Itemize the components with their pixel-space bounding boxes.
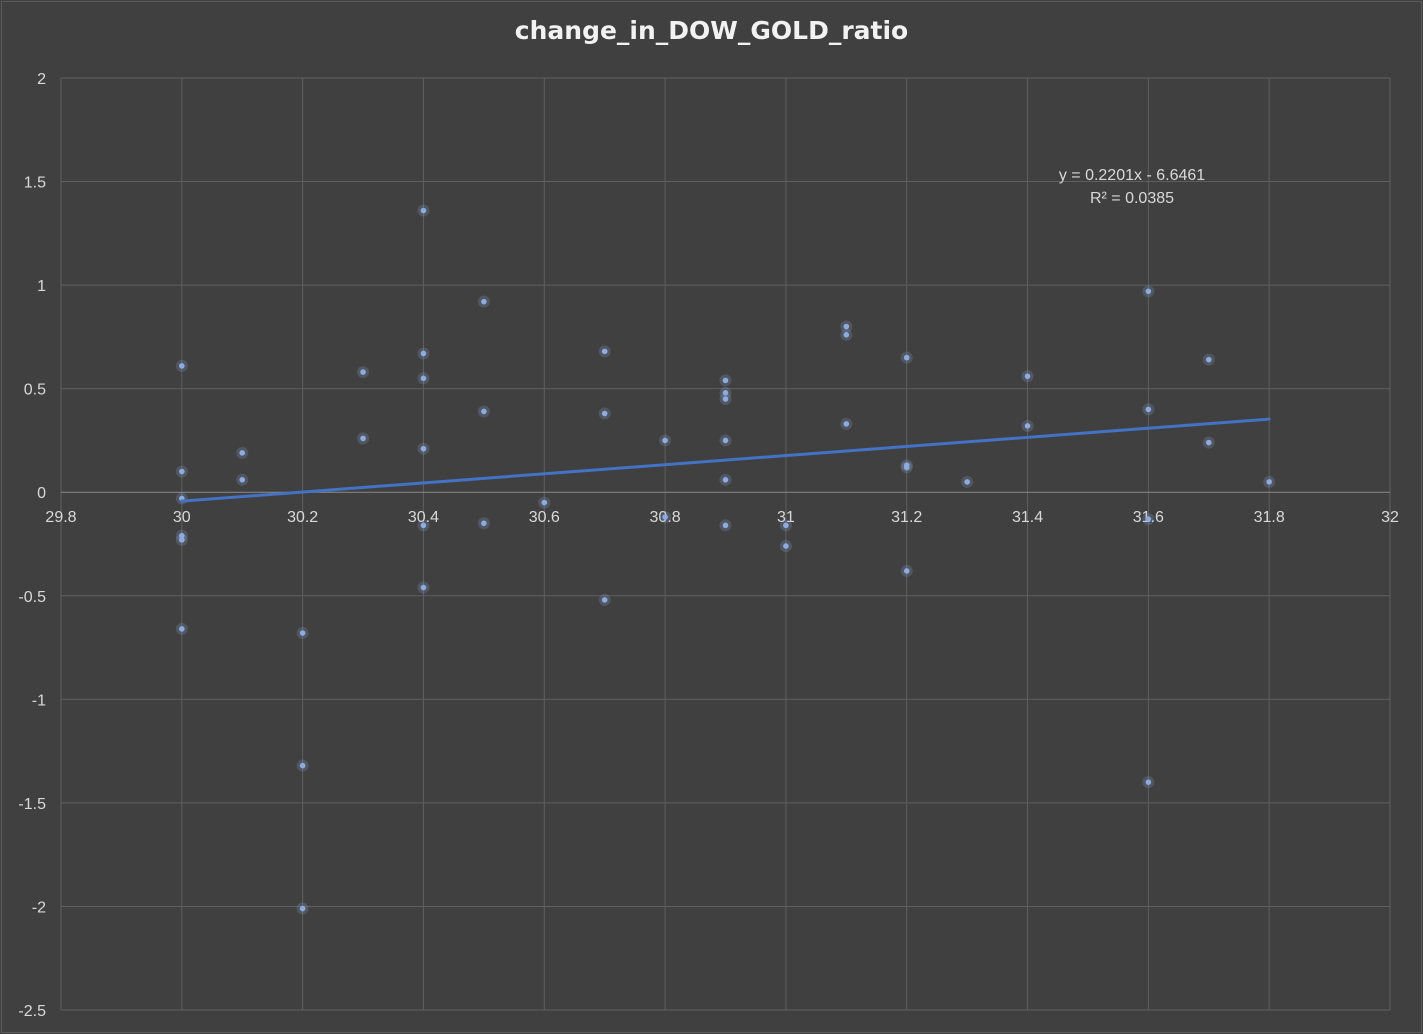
y-tick-label: -2 xyxy=(32,899,46,916)
x-tick-label: 30.6 xyxy=(529,509,560,526)
trendline-group xyxy=(180,417,1271,503)
data-point xyxy=(179,363,185,369)
trendline-r-squared: R² = 0.0385 xyxy=(1090,190,1174,207)
data-point xyxy=(1145,288,1152,295)
data-point xyxy=(420,375,427,382)
data-point xyxy=(420,207,427,214)
data-point xyxy=(239,450,246,456)
y-tick-label: -2.5 xyxy=(18,1003,46,1020)
data-point xyxy=(843,421,850,427)
data-point xyxy=(1024,373,1031,380)
data-point xyxy=(1145,516,1152,522)
y-tick-label: 1.5 xyxy=(24,175,46,192)
x-tick-label: 30.4 xyxy=(408,509,439,526)
y-tick-label: 0.5 xyxy=(24,382,46,399)
data-point xyxy=(299,630,306,636)
x-tick-label: 31.4 xyxy=(1012,509,1043,526)
data-point xyxy=(360,435,366,442)
data-point xyxy=(299,905,306,912)
data-point xyxy=(420,522,427,529)
data-point xyxy=(601,348,608,355)
data-point xyxy=(722,390,729,396)
data-point xyxy=(481,298,487,305)
data-point xyxy=(601,597,608,603)
y-tick-label: 1 xyxy=(37,278,46,295)
data-point xyxy=(903,354,910,361)
data-point xyxy=(179,468,185,475)
x-tick-label: 31.8 xyxy=(1254,509,1285,526)
trendline xyxy=(180,417,1271,503)
data-point xyxy=(662,437,668,444)
gridlines xyxy=(60,77,1391,1011)
data-point xyxy=(662,514,668,520)
data-point xyxy=(722,437,729,444)
data-points xyxy=(175,204,1276,915)
data-point xyxy=(420,445,427,452)
data-point xyxy=(179,532,185,539)
data-point xyxy=(179,537,185,543)
data-point xyxy=(783,522,789,529)
data-point xyxy=(481,408,487,415)
y-tick-label: -1 xyxy=(32,692,46,709)
y-tick-label: 0 xyxy=(37,485,46,502)
data-point xyxy=(601,410,608,417)
data-point xyxy=(843,332,850,338)
data-point xyxy=(1266,479,1272,485)
x-tick-label: 30 xyxy=(173,509,191,526)
data-point xyxy=(783,543,789,549)
data-point xyxy=(964,479,970,485)
x-tick-label: 29.8 xyxy=(45,509,76,526)
data-point xyxy=(903,464,910,471)
x-tick-label: 32 xyxy=(1381,509,1399,526)
y-tick-label: -0.5 xyxy=(18,589,46,606)
data-point xyxy=(722,476,729,483)
data-point xyxy=(1205,356,1212,363)
y-tick-label: 2 xyxy=(37,71,46,88)
data-point xyxy=(299,762,306,769)
data-point xyxy=(420,350,427,357)
data-point xyxy=(1145,406,1152,413)
y-axis-tick-labels: 2 1.5 1 0.5 0 -0.5 -1 -1.5 -2 -2.5 xyxy=(18,71,46,1020)
data-point xyxy=(420,584,427,591)
data-point xyxy=(179,626,185,632)
data-point xyxy=(722,522,729,529)
data-point xyxy=(903,568,910,574)
x-tick-label: 31 xyxy=(777,509,795,526)
data-point xyxy=(360,369,366,375)
data-point xyxy=(722,396,729,402)
x-tick-label: 30.2 xyxy=(287,509,318,526)
chart-title: change_in_DOW_GOLD_ratio xyxy=(514,16,909,45)
trendline-equation: y = 0.2201x - 6.6461 xyxy=(1059,167,1205,184)
data-point xyxy=(1024,423,1031,429)
x-tick-label: 31.2 xyxy=(891,509,922,526)
data-point xyxy=(843,323,850,330)
y-tick-label: -1.5 xyxy=(18,796,46,813)
data-point xyxy=(1205,439,1212,446)
data-point xyxy=(1145,779,1152,785)
data-point xyxy=(541,499,548,506)
data-point xyxy=(722,377,729,384)
data-point xyxy=(481,520,487,527)
data-point xyxy=(239,476,246,483)
